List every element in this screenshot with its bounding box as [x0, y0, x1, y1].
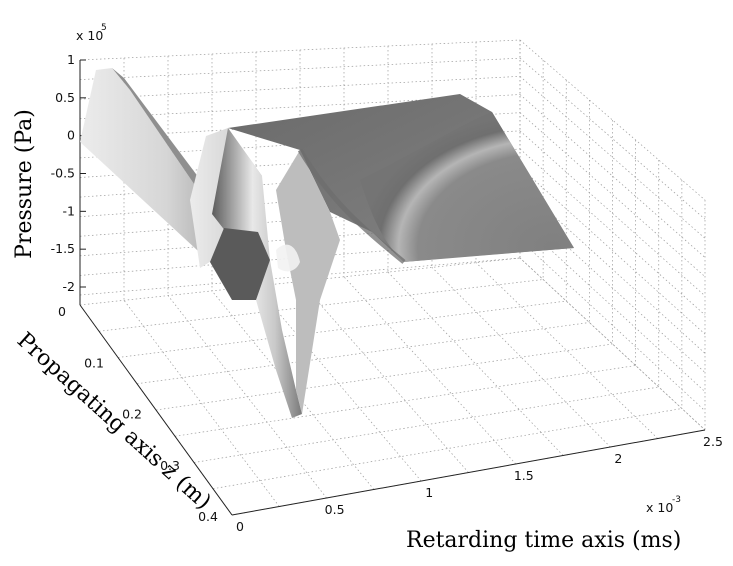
x-multiplier: x 10 -3 [646, 495, 681, 515]
x-axis-line [231, 429, 706, 516]
z-tick-label: 1 [67, 52, 75, 67]
floor-grid-line [155, 343, 613, 411]
x-tick-label: 0.5 [325, 502, 345, 517]
floor-grid-line [117, 300, 567, 358]
surface-ridge-highlight [276, 244, 300, 272]
wall-grid-line [519, 39, 706, 201]
floor-grid-line [98, 279, 544, 332]
y-tick-label: 0.4 [198, 509, 218, 524]
y-tick-label: 0.3 [160, 458, 180, 473]
z-tick-label: -0.5 [51, 166, 75, 181]
wall-grid-line [79, 57, 521, 80]
wall-grid-line [79, 75, 521, 100]
x-tick-label: 2.5 [703, 434, 723, 449]
z-tick-label: 0 [67, 128, 75, 143]
y-tick-label: 0.2 [122, 407, 142, 422]
x-tick-label: 1 [425, 485, 433, 500]
x-multiplier-exp: -3 [672, 495, 681, 505]
z-tick-label: -1 [63, 203, 75, 218]
wall-grid-line [519, 94, 706, 258]
y-tick-label: 0.1 [84, 355, 104, 370]
floor-grid-line [255, 285, 422, 482]
z-tick-label: -2 [63, 279, 75, 294]
floor-grid-line [299, 281, 469, 473]
y-axis-label: Propagating axis z (m) [12, 328, 216, 515]
wall-grid-line [519, 57, 706, 220]
z-tick-label: 0.5 [55, 90, 75, 105]
tick-labels: 1 0.5 0 -0.5 -1 -1.5 -2 0 0.1 0.2 0.3 0.4 0 0.5 1 1.5 2 2… [51, 52, 723, 534]
floor-grid-line [387, 271, 564, 456]
surface-ridge-curve [297, 148, 406, 264]
floor-grid-line [123, 300, 280, 507]
surface-ring-region [360, 112, 574, 262]
surface-front-drop [210, 228, 270, 300]
x-multiplier-text: x 10 [646, 500, 673, 515]
floor-grid-line [174, 365, 636, 437]
wall-grid-line [519, 112, 706, 277]
x-tick-label: 0 [236, 519, 244, 534]
floor-grid-line [212, 408, 682, 490]
x-tick-label: 1.5 [514, 468, 534, 483]
axes [79, 59, 706, 516]
wall-grid-line [519, 130, 706, 297]
x-axis-label: Retarding time axis (ms) [406, 528, 681, 553]
z-tick-label: -1.5 [51, 241, 75, 256]
z-multiplier: x 10 5 [76, 23, 107, 43]
floor-grid-line [136, 322, 590, 385]
wall-grid-line [519, 166, 706, 335]
floor-grid-line [193, 386, 659, 463]
pressure-surface [80, 68, 574, 418]
z-axis-label: Pressure (Pa) [12, 109, 37, 259]
y-tick-label: 0 [58, 304, 66, 319]
z-multiplier-text: x 10 [76, 28, 103, 43]
y-axis-line [79, 304, 233, 516]
wall-grid-line [519, 76, 706, 239]
z-multiplier-exp: 5 [101, 23, 107, 33]
surface-trough-right-wall [276, 150, 340, 414]
wall-grid-line [519, 221, 706, 392]
surface-left-wave-face [80, 68, 224, 262]
x-tick-label: 2 [614, 451, 622, 466]
